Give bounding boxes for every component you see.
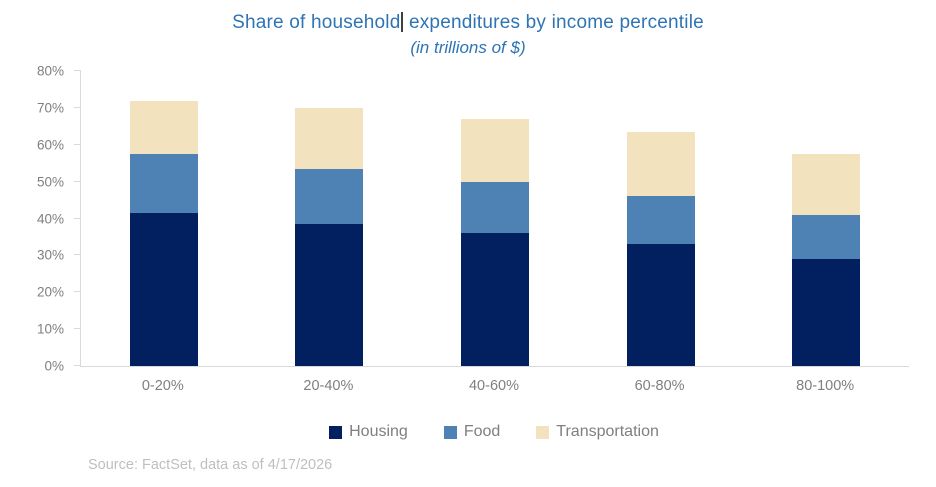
stacked-bar-60-80% [626, 71, 695, 366]
y-axis-tick [74, 217, 81, 219]
bar-segment-housing[interactable] [626, 244, 695, 366]
y-axis-tick-label[interactable]: 10% [36, 321, 64, 337]
x-axis-category-label[interactable]: 20-40% [303, 378, 354, 394]
legend-label: Transportation [556, 423, 659, 440]
plot-area [74, 70, 909, 367]
y-axis-tick-label[interactable]: 0% [44, 358, 64, 374]
bar-segment-transportation[interactable] [460, 118, 529, 182]
bar-segment-transportation[interactable] [129, 100, 198, 154]
bar-slot [247, 71, 413, 366]
y-axis-tick-label[interactable]: 50% [36, 174, 64, 190]
stacked-bar-20-40% [295, 71, 364, 366]
bar-segment-housing[interactable] [129, 212, 198, 366]
bar-slot [743, 71, 909, 366]
y-axis-tick-label[interactable]: 70% [36, 100, 64, 116]
y-axis-tick-label[interactable]: 30% [36, 247, 64, 263]
chart-title-text-left: Share of household [232, 12, 401, 33]
x-axis-category-label[interactable]: 40-60% [468, 378, 519, 394]
bar-segment-housing[interactable] [295, 224, 364, 366]
bar-slot [412, 71, 578, 366]
y-axis-tick [74, 143, 81, 145]
x-axis-category-label[interactable]: 60-80% [634, 378, 685, 394]
source-note: Source: FactSet, data as of 4/17/2026 [88, 457, 333, 473]
chart-title-text-right: expenditures by income percentile [408, 12, 704, 33]
y-axis-tick [74, 106, 81, 108]
chart-subtitle[interactable]: (in trillions of $) [410, 37, 526, 57]
bars-container [81, 71, 909, 366]
bar-slot [578, 71, 744, 366]
y-axis-tick-label[interactable]: 80% [36, 63, 64, 79]
bar-segment-housing[interactable] [460, 233, 529, 366]
x-axis-category-label[interactable]: 80-100% [796, 378, 855, 394]
y-axis-tick [74, 365, 81, 366]
y-axis-tick [74, 70, 81, 71]
bar-segment-food[interactable] [626, 196, 695, 245]
bar-segment-food[interactable] [792, 214, 861, 260]
y-axis-tick [74, 180, 81, 182]
chart-title-block[interactable]: Share of household expenditures by incom… [0, 12, 936, 58]
legend-item-housing[interactable]: Housing [329, 423, 408, 441]
stacked-bar-80-100% [792, 71, 861, 366]
legend-swatch-transportation [536, 425, 550, 439]
bar-segment-housing[interactable] [792, 259, 861, 366]
y-axis-labels: 0% 10% 20% 30% 40% 50% 60% 70% 80% [0, 64, 72, 374]
stacked-bar-40-60% [460, 71, 529, 366]
y-axis-tick [74, 291, 81, 293]
bar-segment-food[interactable] [295, 168, 364, 225]
y-axis-tick-label[interactable]: 60% [36, 137, 64, 153]
legend-swatch-food [443, 425, 457, 439]
chart-title[interactable]: Share of household expenditures by incom… [0, 12, 936, 35]
legend-label: Food [463, 423, 501, 440]
bar-segment-food[interactable] [129, 153, 198, 213]
legend-swatch-housing [329, 425, 343, 439]
y-axis-tick-label[interactable]: 20% [36, 284, 64, 300]
legend-label: Housing [349, 423, 408, 440]
legend: Housing Food Transportation [80, 423, 908, 441]
bar-slot [81, 71, 247, 366]
bar-segment-transportation[interactable] [792, 153, 861, 215]
bar-segment-food[interactable] [460, 181, 529, 234]
bar-segment-transportation[interactable] [626, 131, 695, 197]
legend-item-food[interactable]: Food [443, 423, 501, 441]
x-axis-labels: 0-20% 20-40% 40-60% 60-80% 80-100% [80, 378, 908, 394]
y-axis-tick-label[interactable]: 40% [36, 211, 64, 226]
stacked-bar-0-20% [129, 71, 198, 366]
x-axis-category-label[interactable]: 0-20% [141, 378, 184, 394]
bar-segment-transportation[interactable] [295, 107, 364, 169]
y-axis-tick [74, 328, 81, 330]
text-cursor [401, 12, 404, 32]
y-axis-tick [74, 254, 81, 256]
legend-item-transportation[interactable]: Transportation [536, 423, 659, 441]
